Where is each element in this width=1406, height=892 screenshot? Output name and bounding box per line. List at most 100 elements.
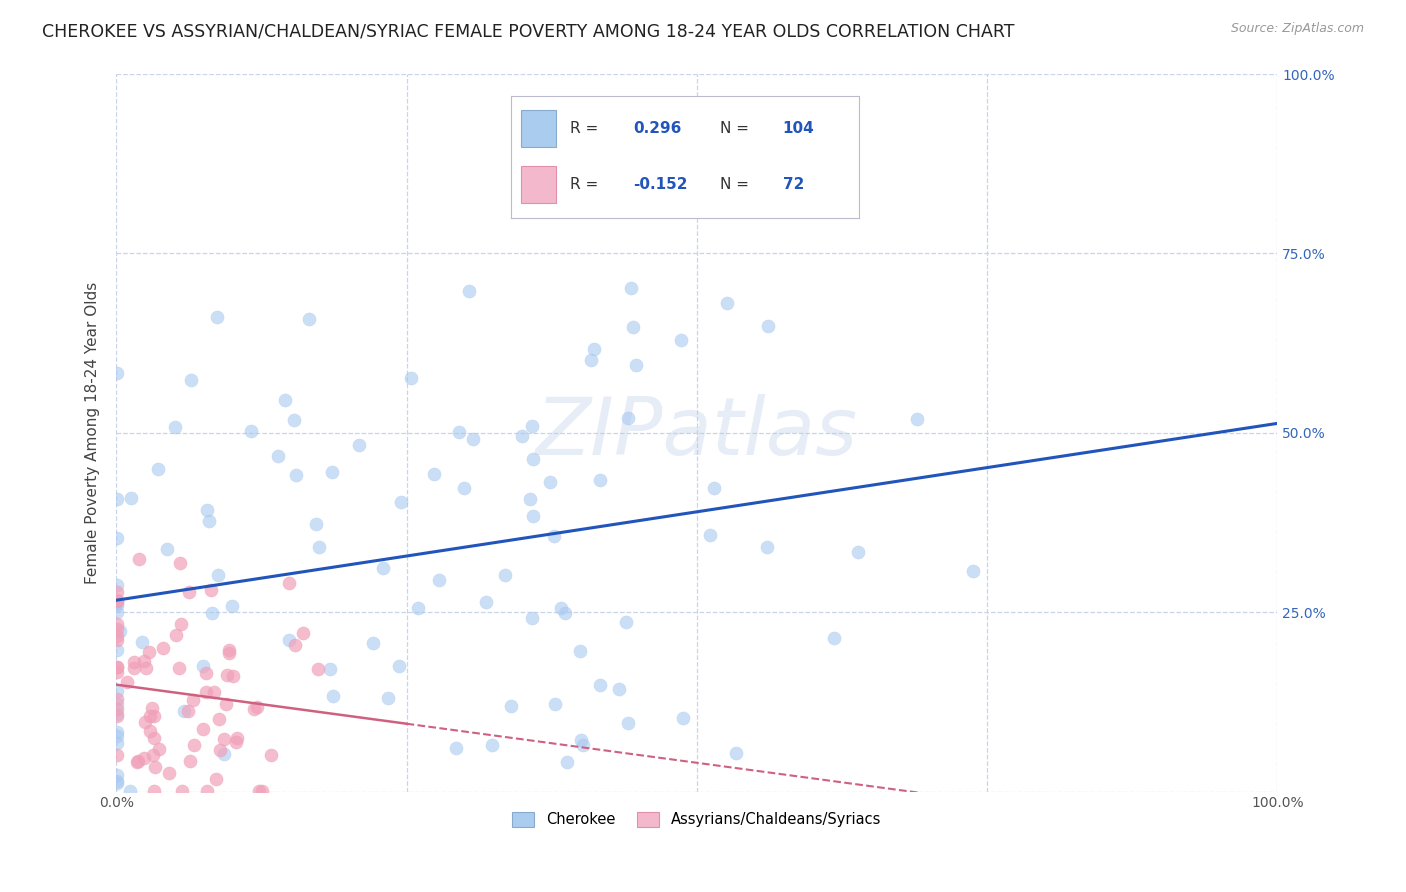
Point [373, 561, 395, 575]
Point [444, 741, 467, 756]
Point [617, 411, 640, 425]
Point [167, 661, 190, 675]
Point [107, 531, 129, 545]
Point [143, 760, 166, 774]
Point [142, 731, 165, 746]
Point [571, 732, 593, 747]
Y-axis label: Female Poverty Among 18-24 Year Olds: Female Poverty Among 18-24 Year Olds [86, 282, 100, 584]
Point [107, 697, 129, 711]
Point [107, 747, 129, 762]
Point [319, 662, 342, 676]
Point [260, 747, 283, 762]
Point [582, 342, 605, 356]
Point [307, 663, 329, 677]
Point [278, 575, 301, 590]
Point [616, 715, 638, 730]
Point [177, 584, 200, 599]
Point [107, 768, 129, 782]
Point [107, 707, 129, 722]
Point [107, 593, 129, 607]
Point [173, 704, 195, 718]
Point [283, 413, 305, 427]
Point [284, 638, 307, 652]
Point [131, 635, 153, 649]
Point [481, 738, 503, 752]
Point [181, 693, 204, 707]
Point [169, 556, 191, 570]
Point [195, 503, 218, 517]
Point [157, 766, 180, 780]
Point [699, 528, 721, 542]
Point [107, 366, 129, 380]
Point [134, 714, 156, 729]
Point [571, 738, 593, 752]
Point [139, 709, 162, 723]
Point [292, 626, 315, 640]
Point [148, 741, 170, 756]
Point [208, 742, 231, 756]
Point [614, 615, 637, 629]
Point [225, 735, 247, 749]
Point [453, 481, 475, 495]
Point [107, 774, 129, 789]
Point [544, 698, 567, 712]
Point [107, 776, 129, 790]
Point [143, 784, 166, 798]
Point [142, 747, 165, 762]
Point [107, 660, 129, 674]
Point [388, 658, 411, 673]
Point [671, 711, 693, 725]
Point [277, 632, 299, 647]
Point [624, 359, 647, 373]
Point [273, 393, 295, 408]
Point [304, 516, 326, 531]
Point [134, 654, 156, 668]
Point [107, 578, 129, 592]
Point [725, 746, 748, 760]
Text: CHEROKEE VS ASSYRIAN/CHALDEAN/SYRIAC FEMALE POVERTY AMONG 18-24 YEAR OLDS CORREL: CHEROKEE VS ASSYRIAN/CHALDEAN/SYRIAC FEM… [42, 22, 1015, 40]
Point [135, 661, 157, 675]
Point [267, 449, 290, 463]
Point [620, 281, 643, 295]
Point [200, 582, 222, 597]
Point [475, 595, 498, 609]
Point [239, 425, 262, 439]
Point [107, 736, 129, 750]
Legend: Cherokee, Assyrians/Chaldeans/Syriacs: Cherokee, Assyrians/Chaldeans/Syriacs [505, 805, 889, 835]
Point [554, 606, 576, 620]
Point [194, 665, 217, 680]
Point [578, 137, 600, 152]
Point [422, 467, 444, 482]
Point [222, 668, 245, 682]
Point [138, 645, 160, 659]
Point [156, 542, 179, 557]
Point [170, 616, 193, 631]
Point [179, 754, 201, 768]
Point [669, 333, 692, 347]
Point [245, 700, 267, 714]
Point [212, 747, 235, 761]
Point [205, 772, 228, 786]
Point [458, 285, 481, 299]
Point [581, 353, 603, 368]
Point [494, 568, 516, 582]
Point [191, 722, 214, 736]
Point [107, 684, 129, 698]
Point [122, 655, 145, 669]
Point [107, 642, 129, 657]
Point [207, 568, 229, 582]
Point [905, 412, 928, 426]
Point [197, 784, 219, 798]
Point [218, 643, 240, 657]
Point [401, 371, 423, 385]
Point [107, 729, 129, 743]
Point [201, 607, 224, 621]
Point [569, 644, 592, 658]
Point [128, 754, 150, 768]
Point [107, 605, 129, 619]
Point [107, 632, 129, 647]
Point [107, 616, 129, 631]
Point [501, 699, 523, 714]
Point [823, 631, 845, 645]
Point [107, 492, 129, 507]
